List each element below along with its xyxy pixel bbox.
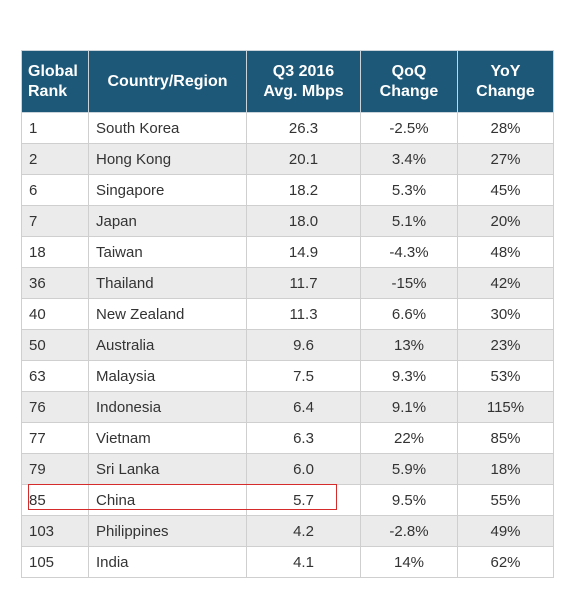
header-row: Global Rank Country/Region Q3 2016 Avg. Mb… xyxy=(21,50,554,113)
table-cell: 14% xyxy=(360,546,458,578)
table-cell: 6.0 xyxy=(246,453,361,485)
table-cell: Malaysia xyxy=(88,360,247,392)
table-cell: 18.2 xyxy=(246,174,361,206)
table-cell: 85 xyxy=(21,484,89,516)
table-cell: New Zealand xyxy=(88,298,247,330)
table-cell: 7 xyxy=(21,205,89,237)
table-cell: 55% xyxy=(457,484,554,516)
speed-table: Global Rank Country/Region Q3 2016 Avg. Mb… xyxy=(21,50,554,578)
table-row: 76 Indonesia 6.4 9.1% 115% xyxy=(21,391,554,423)
table-cell: 6.3 xyxy=(246,422,361,454)
table-cell: Hong Kong xyxy=(88,143,247,175)
table-cell: 115% xyxy=(457,391,554,423)
header-cell: YoY Change xyxy=(457,50,554,113)
table-cell: 28% xyxy=(457,112,554,144)
table-cell: 5.1% xyxy=(360,205,458,237)
table-row: 79 Sri Lanka 6.0 5.9% 18% xyxy=(21,453,554,485)
table-cell: -4.3% xyxy=(360,236,458,268)
table-cell: 6.6% xyxy=(360,298,458,330)
table-row: 6 Singapore 18.2 5.3% 45% xyxy=(21,174,554,206)
table-cell: 11.3 xyxy=(246,298,361,330)
table-cell: 20% xyxy=(457,205,554,237)
table-cell: 13% xyxy=(360,329,458,361)
table-cell: 5.9% xyxy=(360,453,458,485)
table-cell: 76 xyxy=(21,391,89,423)
table-row: 2 Hong Kong 20.1 3.4% 27% xyxy=(21,143,554,175)
table-row: 1 South Korea 26.3 -2.5% 28% xyxy=(21,112,554,144)
header-cell: Country/Region xyxy=(88,50,247,113)
table-cell: -2.5% xyxy=(360,112,458,144)
header-cell: QoQ Change xyxy=(360,50,458,113)
table-cell: 105 xyxy=(21,546,89,578)
table-cell: 27% xyxy=(457,143,554,175)
table-cell: 5.3% xyxy=(360,174,458,206)
header-cell: Global Rank xyxy=(21,50,89,113)
table-cell: 2 xyxy=(21,143,89,175)
table-cell: 9.6 xyxy=(246,329,361,361)
table-row: 36 Thailand 11.7 -15% 42% xyxy=(21,267,554,299)
table-cell: Japan xyxy=(88,205,247,237)
table-row: 105 India 4.1 14% 62% xyxy=(21,546,554,578)
table-cell: 23% xyxy=(457,329,554,361)
table-cell: 7.5 xyxy=(246,360,361,392)
table-cell: 6 xyxy=(21,174,89,206)
table-row: 50 Australia 9.6 13% 23% xyxy=(21,329,554,361)
table-cell: 45% xyxy=(457,174,554,206)
table-cell: 14.9 xyxy=(246,236,361,268)
table-cell: 18 xyxy=(21,236,89,268)
table-cell: 63 xyxy=(21,360,89,392)
table-cell: 9.3% xyxy=(360,360,458,392)
table-cell: 6.4 xyxy=(246,391,361,423)
table-cell: Sri Lanka xyxy=(88,453,247,485)
table-cell: Philippines xyxy=(88,515,247,547)
table-cell: 42% xyxy=(457,267,554,299)
table-cell: 18.0 xyxy=(246,205,361,237)
table-cell: 4.1 xyxy=(246,546,361,578)
table-cell: 9.5% xyxy=(360,484,458,516)
table-cell: China xyxy=(88,484,247,516)
table-cell: 77 xyxy=(21,422,89,454)
table-cell: 103 xyxy=(21,515,89,547)
table-cell: 20.1 xyxy=(246,143,361,175)
table-cell: Singapore xyxy=(88,174,247,206)
table-cell: India xyxy=(88,546,247,578)
table-cell: 36 xyxy=(21,267,89,299)
table-row: 85 China 5.7 9.5% 55% xyxy=(21,484,554,516)
table-cell: -15% xyxy=(360,267,458,299)
table-body: 1 South Korea 26.3 -2.5% 28% 2 Hong Kong 20.1 3.… xyxy=(21,112,554,578)
table-row: 103 Philippines 4.2 -2.8% 49% xyxy=(21,515,554,547)
table-cell: 50 xyxy=(21,329,89,361)
header-cell: Q3 2016 Avg. Mbps xyxy=(246,50,361,113)
table-cell: 48% xyxy=(457,236,554,268)
table-cell: 3.4% xyxy=(360,143,458,175)
table-row: 63 Malaysia 7.5 9.3% 53% xyxy=(21,360,554,392)
table-row: 77 Vietnam 6.3 22% 85% xyxy=(21,422,554,454)
table-cell: 1 xyxy=(21,112,89,144)
table-cell: Taiwan xyxy=(88,236,247,268)
table-cell: 18% xyxy=(457,453,554,485)
table-cell: Vietnam xyxy=(88,422,247,454)
table-cell: Australia xyxy=(88,329,247,361)
table-cell: 49% xyxy=(457,515,554,547)
table-row: 7 Japan 18.0 5.1% 20% xyxy=(21,205,554,237)
table-cell: South Korea xyxy=(88,112,247,144)
table-cell: 40 xyxy=(21,298,89,330)
table-cell: 53% xyxy=(457,360,554,392)
table-cell: 11.7 xyxy=(246,267,361,299)
table-cell: 4.2 xyxy=(246,515,361,547)
table-cell: 30% xyxy=(457,298,554,330)
table-cell: 22% xyxy=(360,422,458,454)
table-cell: 9.1% xyxy=(360,391,458,423)
table-cell: Indonesia xyxy=(88,391,247,423)
table-cell: 85% xyxy=(457,422,554,454)
table-cell: 62% xyxy=(457,546,554,578)
table-cell: -2.8% xyxy=(360,515,458,547)
table-row: 40 New Zealand 11.3 6.6% 30% xyxy=(21,298,554,330)
table-cell: 26.3 xyxy=(246,112,361,144)
table-row: 18 Taiwan 14.9 -4.3% 48% xyxy=(21,236,554,268)
table-cell: 5.7 xyxy=(246,484,361,516)
table-cell: Thailand xyxy=(88,267,247,299)
table-cell: 79 xyxy=(21,453,89,485)
